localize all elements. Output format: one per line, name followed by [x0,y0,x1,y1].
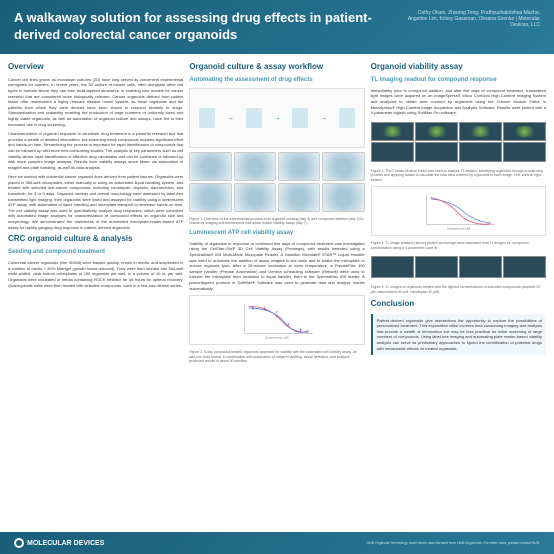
fig2-caption: Figure 2. 5-day compound-treated organoi… [189,350,364,364]
poster: A walkaway solution for assessing drug e… [0,0,554,554]
tl-img [371,256,414,278]
microscopy-img [278,183,320,212]
content: Overview Cancer cell lines grown as mono… [0,54,554,532]
tl-img [415,256,458,278]
footer-text: HUB Organoid Technology used herein was … [367,541,540,545]
col-3: Organoid viability assay TL imaging read… [371,62,546,524]
tl-img [371,122,414,142]
logo-text: MOLECULAR DEVICES [27,540,104,547]
tl-img [459,256,502,278]
col-2: Organoid culture & assay workflow Automa… [189,62,364,524]
fig5-images [371,256,546,278]
svg-text:Compound conc. (μM): Compound conc. (μM) [265,337,289,340]
wf-step-icon [292,108,308,128]
workflow-diagram: → → → [189,88,364,148]
overview-p1: Cancer cell lines grown as monolayer cul… [8,77,183,127]
fig4-chart: Compound conc (μM) [371,186,546,236]
microscopy-img [189,152,231,181]
atp-p: Viability of organoids in response to co… [189,241,364,291]
viability-heading: Organoid viability assay [371,62,546,71]
overview-p2: Characterization of organoid response to… [8,131,183,170]
workflow-sub: Automating the assessment of drug effect… [189,77,364,83]
atp-heading: Luminescent ATP cell viability assay [189,230,364,236]
header: A walkaway solution for assessing drug e… [0,0,554,54]
tl-img [503,256,546,278]
microscopy-img [322,183,364,212]
col-1: Overview Cancer cell lines grown as mono… [8,62,183,524]
tl-img [503,142,546,162]
fig1-caption: Figure 1. Overview of the experimental p… [189,217,364,226]
wf-step-icon [339,108,355,128]
crc-sub: Seeding and compound treatment [8,249,183,255]
workflow-heading: Organoid culture & assay workflow [189,62,364,71]
conclusion-heading: Conclusion [371,299,546,308]
fig1-microscopy [189,152,364,212]
tl-img [415,122,458,142]
fig4-caption: Figure 4. TL image analysis (above) plot… [371,241,546,250]
wf-step-icon [199,108,215,128]
overview-heading: Overview [8,62,183,71]
fig2-chart: Compound conc. (μM) [189,295,364,345]
wf-step-icon [246,108,262,128]
tl-img [371,142,414,162]
viability-p: Immediately prior to compound addition, … [371,88,546,116]
microscopy-img [322,152,364,181]
microscopy-img [189,183,231,212]
authors: Cathy Olsen, Zhisong Tong, Prathyushakri… [400,10,540,28]
arrow-icon: → [320,113,328,122]
fig3-tl-images [371,122,546,162]
viability-sub: TL imaging readout for compound response [371,77,546,83]
fig5-caption: Figure 5. TL images of organoids treated… [371,285,546,294]
tl-img [415,142,458,162]
logo-icon [14,538,24,548]
crc-p: Colorectal cancer organoids (line ISO68)… [8,260,183,288]
svg-text:Compound conc (μM): Compound conc (μM) [447,228,470,231]
arrow-icon: → [226,113,234,122]
arrow-icon: → [273,113,281,122]
crc-heading: CRC organoid culture & analysis [8,234,183,243]
fig3-caption: Figure 3. The Custom Module Editor was u… [371,169,546,183]
microscopy-img [234,152,276,181]
overview-p3: Here we worked with colorectal cancer or… [8,174,183,230]
footer: MOLECULAR DEVICES HUB Organoid Technolog… [0,532,554,554]
microscopy-img [278,152,320,181]
tl-img [459,142,502,162]
tl-img [459,122,502,142]
poster-title: A walkaway solution for assessing drug e… [14,10,394,44]
microscopy-img [234,183,276,212]
logo: MOLECULAR DEVICES [14,538,104,548]
conclusion-p: Patient-derived organoids give researche… [371,314,546,356]
tl-img [503,122,546,142]
